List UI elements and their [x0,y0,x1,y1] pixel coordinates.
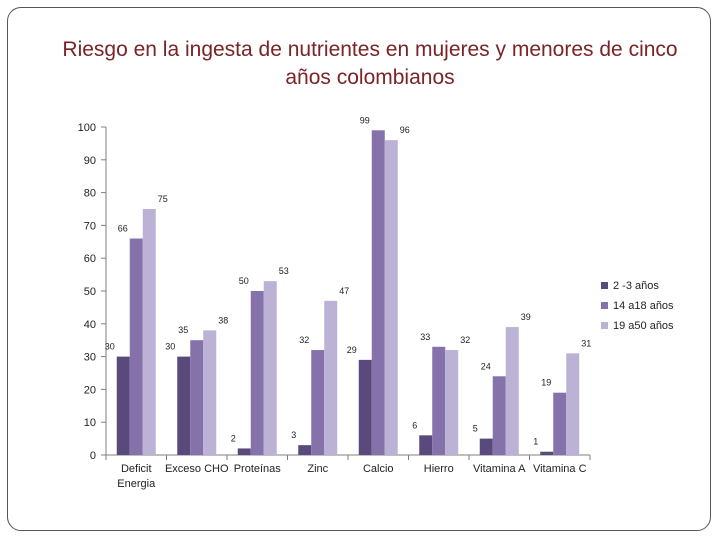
data-label: 38 [218,315,228,325]
y-tick-label: 90 [84,155,96,167]
bar [203,330,217,455]
data-label: 66 [118,224,128,234]
bar [371,130,385,455]
data-label: 30 [165,342,175,352]
y-tick-label: 0 [90,450,96,462]
legend-swatch [601,302,608,309]
x-tick-label: Vitamina C [533,463,587,475]
data-label: 31 [581,338,591,348]
data-label: 5 [473,424,478,434]
y-tick-label: 70 [84,220,96,232]
bar [553,392,567,455]
y-tick-label: 10 [84,417,96,429]
bar [298,445,312,455]
x-tick-label: Deficit [121,463,152,475]
data-label: 3 [291,430,296,440]
data-label: 33 [420,332,430,342]
x-tick-label: Energia [117,478,156,490]
legend-label: 2 -3 años [613,280,659,292]
y-tick-label: 50 [84,286,96,298]
bar [142,209,156,455]
data-label: 47 [339,286,349,296]
bar [237,448,251,455]
data-label: 50 [239,276,249,286]
y-tick-label: 100 [78,122,96,134]
bar [263,281,277,455]
legend-swatch [601,322,608,329]
data-label: 35 [178,325,188,335]
bar [190,340,204,455]
chart-legend: 2 -3 años 14 a18 años 19 a50 años [601,280,674,332]
data-label: 75 [158,194,168,204]
bar [566,353,580,455]
data-label: 53 [279,266,289,276]
data-label: 6 [412,420,417,430]
bar [540,451,554,455]
chart-title: Riesgo en la ingesta de nutrientes en mu… [62,38,678,89]
y-tick-label: 20 [84,384,96,396]
bar [419,435,433,455]
data-label: 32 [299,335,309,345]
legend-swatch [601,282,608,289]
data-label: 96 [400,125,410,135]
bar [311,350,325,455]
data-label: 24 [481,361,491,371]
bar [505,327,519,455]
bar [116,356,130,455]
bar [358,359,372,455]
x-tick-label: Calcio [363,463,394,475]
bar [177,356,191,455]
data-label: 30 [105,342,115,352]
data-label: 32 [460,335,470,345]
x-tick-label: Exceso CHO [165,463,229,475]
data-label: 19 [541,378,551,388]
y-tick-label: 30 [84,352,96,364]
x-tick-label: Hierro [424,463,454,475]
bar [445,350,459,455]
legend-label: 14 a18 años [613,300,674,312]
bar [432,346,446,455]
data-label: 1 [533,437,538,447]
x-tick-label: Zinc [307,463,328,475]
data-label: 2 [231,433,236,443]
legend-label: 19 a50 años [613,320,674,332]
data-label: 39 [521,312,531,322]
y-tick-label: 80 [84,188,96,200]
chart-bars [116,130,580,455]
y-tick-label: 40 [84,319,96,331]
data-label: 29 [347,345,357,355]
bar [324,300,338,455]
bar [479,438,493,455]
x-tick-label: Proteínas [234,463,282,475]
bar [492,376,506,455]
chart-axes: 0 10 20 30 40 50 60 70 80 90 100 Deficit Energia Exce… [78,122,591,490]
bar [250,291,264,455]
x-tick-label: Vitamina A [473,463,526,475]
y-tick-label: 60 [84,253,96,265]
bar [129,238,143,455]
bar [384,140,398,455]
data-label: 99 [360,115,370,125]
